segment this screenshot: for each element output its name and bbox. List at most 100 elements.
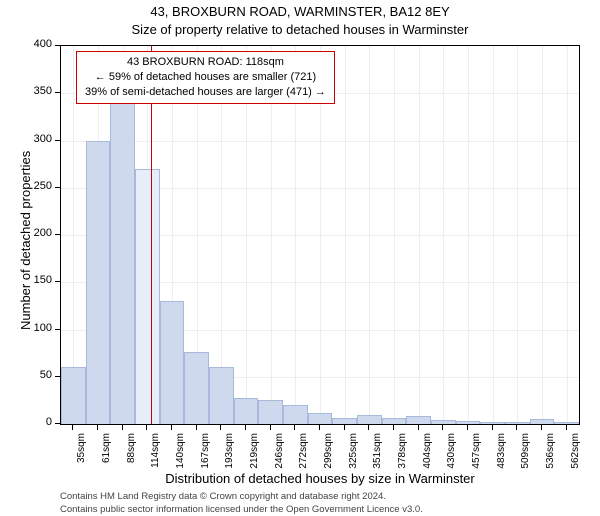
x-tick-mark xyxy=(516,425,517,430)
x-tick-label: 430sqm xyxy=(446,433,457,483)
x-tick-mark xyxy=(97,425,98,430)
y-tick-mark xyxy=(55,45,60,46)
x-tick-mark xyxy=(294,425,295,430)
x-tick-mark xyxy=(245,425,246,430)
grid-line-v xyxy=(394,46,395,424)
histogram-bar xyxy=(110,103,135,424)
histogram-bar xyxy=(209,367,234,424)
x-tick-label: 35sqm xyxy=(76,433,87,483)
histogram-bar xyxy=(332,418,357,424)
x-tick-label: 325sqm xyxy=(348,433,359,483)
grid-line-v xyxy=(345,46,346,424)
x-tick-mark xyxy=(270,425,271,430)
x-tick-label: 483sqm xyxy=(496,433,507,483)
x-tick-mark xyxy=(319,425,320,430)
x-tick-label: 299sqm xyxy=(323,433,334,483)
x-tick-mark xyxy=(393,425,394,430)
y-tick-label: 150 xyxy=(22,274,52,286)
grid-line-v xyxy=(369,46,370,424)
info-line-3: 39% of semi-detached houses are larger (… xyxy=(85,85,326,100)
x-tick-mark xyxy=(146,425,147,430)
x-tick-label: 457sqm xyxy=(471,433,482,483)
grid-line-v xyxy=(443,46,444,424)
y-tick-mark xyxy=(55,281,60,282)
x-tick-mark xyxy=(418,425,419,430)
x-tick-mark xyxy=(220,425,221,430)
x-tick-mark xyxy=(541,425,542,430)
grid-line-v xyxy=(542,46,543,424)
info-line-1: 43 BROXBURN ROAD: 118sqm xyxy=(85,55,326,70)
x-tick-mark xyxy=(196,425,197,430)
x-tick-mark xyxy=(122,425,123,430)
info-line-2: ← 59% of detached houses are smaller (72… xyxy=(85,70,326,85)
histogram-bar xyxy=(61,367,86,424)
y-tick-label: 0 xyxy=(22,416,52,428)
x-tick-label: 562sqm xyxy=(570,433,581,483)
histogram-bar xyxy=(505,422,530,424)
x-tick-label: 88sqm xyxy=(126,433,137,483)
x-tick-label: 219sqm xyxy=(249,433,260,483)
x-tick-label: 536sqm xyxy=(545,433,556,483)
x-tick-mark xyxy=(566,425,567,430)
grid-line-v xyxy=(419,46,420,424)
histogram-bar xyxy=(308,413,333,424)
x-tick-mark xyxy=(72,425,73,430)
x-tick-mark xyxy=(171,425,172,430)
y-tick-mark xyxy=(55,329,60,330)
histogram-bar xyxy=(554,422,579,424)
histogram-bar xyxy=(283,405,308,424)
histogram-bar xyxy=(184,352,209,424)
histogram-bar xyxy=(480,422,505,424)
x-tick-label: 351sqm xyxy=(372,433,383,483)
y-tick-label: 350 xyxy=(22,85,52,97)
x-tick-mark xyxy=(344,425,345,430)
plot-area: 43 BROXBURN ROAD: 118sqm ← 59% of detach… xyxy=(60,45,580,425)
grid-line-v xyxy=(468,46,469,424)
y-tick-label: 50 xyxy=(22,369,52,381)
y-tick-label: 250 xyxy=(22,180,52,192)
x-tick-mark xyxy=(368,425,369,430)
y-tick-label: 400 xyxy=(22,38,52,50)
histogram-bar xyxy=(456,421,481,424)
grid-line-v xyxy=(493,46,494,424)
x-tick-mark xyxy=(442,425,443,430)
histogram-bar xyxy=(160,301,185,424)
x-tick-label: 61sqm xyxy=(101,433,112,483)
histogram-bar xyxy=(530,419,555,424)
chart-container: { "chart": { "type": "histogram", "title… xyxy=(0,0,600,500)
x-tick-mark xyxy=(467,425,468,430)
chart-subtitle: Size of property relative to detached ho… xyxy=(0,22,600,37)
x-tick-label: 272sqm xyxy=(298,433,309,483)
x-tick-label: 193sqm xyxy=(224,433,235,483)
y-tick-mark xyxy=(55,376,60,377)
x-tick-label: 167sqm xyxy=(200,433,211,483)
y-tick-label: 100 xyxy=(22,322,52,334)
y-axis-label: Number of detached properties xyxy=(18,151,33,330)
grid-line-v xyxy=(517,46,518,424)
grid-line-v xyxy=(567,46,568,424)
histogram-bar xyxy=(382,418,407,424)
attribution-line-2: Contains public sector information licen… xyxy=(60,504,423,516)
histogram-bar xyxy=(135,169,160,424)
histogram-bar xyxy=(357,415,382,424)
x-tick-label: 246sqm xyxy=(274,433,285,483)
marker-info-box: 43 BROXBURN ROAD: 118sqm ← 59% of detach… xyxy=(76,51,335,104)
attribution-line-1: Contains HM Land Registry data © Crown c… xyxy=(60,491,386,503)
y-tick-label: 200 xyxy=(22,227,52,239)
y-tick-mark xyxy=(55,423,60,424)
y-tick-mark xyxy=(55,187,60,188)
y-tick-label: 300 xyxy=(22,133,52,145)
x-tick-mark xyxy=(492,425,493,430)
y-tick-mark xyxy=(55,234,60,235)
x-tick-label: 378sqm xyxy=(397,433,408,483)
histogram-bar xyxy=(86,141,111,425)
histogram-bar xyxy=(234,398,259,424)
x-tick-label: 140sqm xyxy=(175,433,186,483)
chart-title: 43, BROXBURN ROAD, WARMINSTER, BA12 8EY xyxy=(0,4,600,19)
histogram-bar xyxy=(431,420,456,424)
histogram-bar xyxy=(258,400,283,424)
x-tick-label: 509sqm xyxy=(520,433,531,483)
y-tick-mark xyxy=(55,140,60,141)
y-tick-mark xyxy=(55,92,60,93)
histogram-bar xyxy=(406,416,431,425)
